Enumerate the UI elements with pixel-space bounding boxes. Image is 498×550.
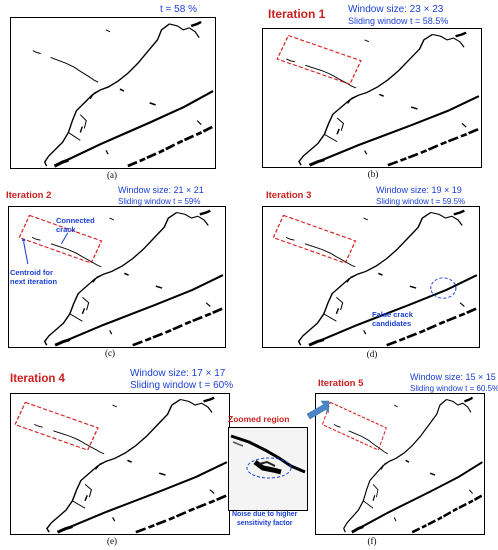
panel-d-annotation-false: False crack candidates [372,310,413,328]
selection-window-d [272,214,357,264]
panel-b-sliding-window: Sliding window t = 58.5% [348,16,449,26]
panel-d-window-size: Window size: 19 × 19 [376,185,462,195]
panel-d-caption: (d) [366,349,378,359]
panel-b-window-size: Window size: 23 × 23 [348,4,444,15]
panel-a-caption: (a) [107,170,117,180]
panel-e-image [10,393,230,535]
panel-c-window-size: Window size: 21 × 21 [118,185,204,195]
panel-c-annotation-connected: Connected crack [56,216,95,234]
selection-window-b [276,34,362,85]
zoom-arrow-icon [306,400,330,420]
panel-f-title: Iteration 5 [318,378,364,389]
panel-f-image [315,393,485,535]
panel-f-window-size: Window size: 15 × 15 [410,372,496,382]
panel-f-caption: (f) [367,536,377,546]
panel-b-title: Iteration 1 [268,7,326,21]
crack-map-b [276,30,481,167]
panel-e-sliding-window: Sliding window t = 60% [130,380,234,391]
panel-e-caption: (e) [107,536,117,546]
zoomed-region-image [228,427,308,511]
panel-f-sliding-window: Sliding window t = 60.5% [410,384,498,393]
panel-d-image [262,206,480,348]
panel-a-image [10,17,216,169]
panel-e-title: Iteration 4 [10,373,65,385]
centroid-marker [22,238,26,242]
crack-map-a [31,20,215,168]
panel-f-annotation-noise: Noise due to higher sensitivity factor [232,511,298,527]
panel-e-window-size: Window size: 17 × 17 [130,368,226,379]
panel-b-caption: (b) [367,169,379,179]
panel-d-sliding-window: Sliding window t = 59.5% [376,197,466,206]
annotation-arrow-connected [60,232,69,245]
selection-window-c [18,214,103,264]
crack-map-e [14,395,229,534]
panel-d-title: Iteration 3 [266,190,312,201]
selection-window-f [321,401,387,451]
false-crack-circle [430,277,457,299]
panel-a-threshold: t = 58 % [160,4,197,15]
panel-c-annotation-centroid: Centroid for next iteration [10,268,58,286]
crack-map-f [321,396,484,534]
panel-b-image [262,28,482,168]
panel-c-sliding-window: Sliding window t = 59% [118,197,201,206]
crack-map-c [18,209,225,347]
panel-c-caption: (c) [105,348,115,358]
panel-c-image [8,206,226,348]
noise-highlight-ellipse [246,457,292,479]
crack-map-d [272,209,479,347]
annotation-arrow-centroid [23,241,29,265]
zoomed-crack [230,434,306,479]
zoomed-region-title: Zoomed region [228,414,290,424]
selection-window-e [14,401,99,451]
panel-c-title: Iteration 2 [6,190,52,201]
